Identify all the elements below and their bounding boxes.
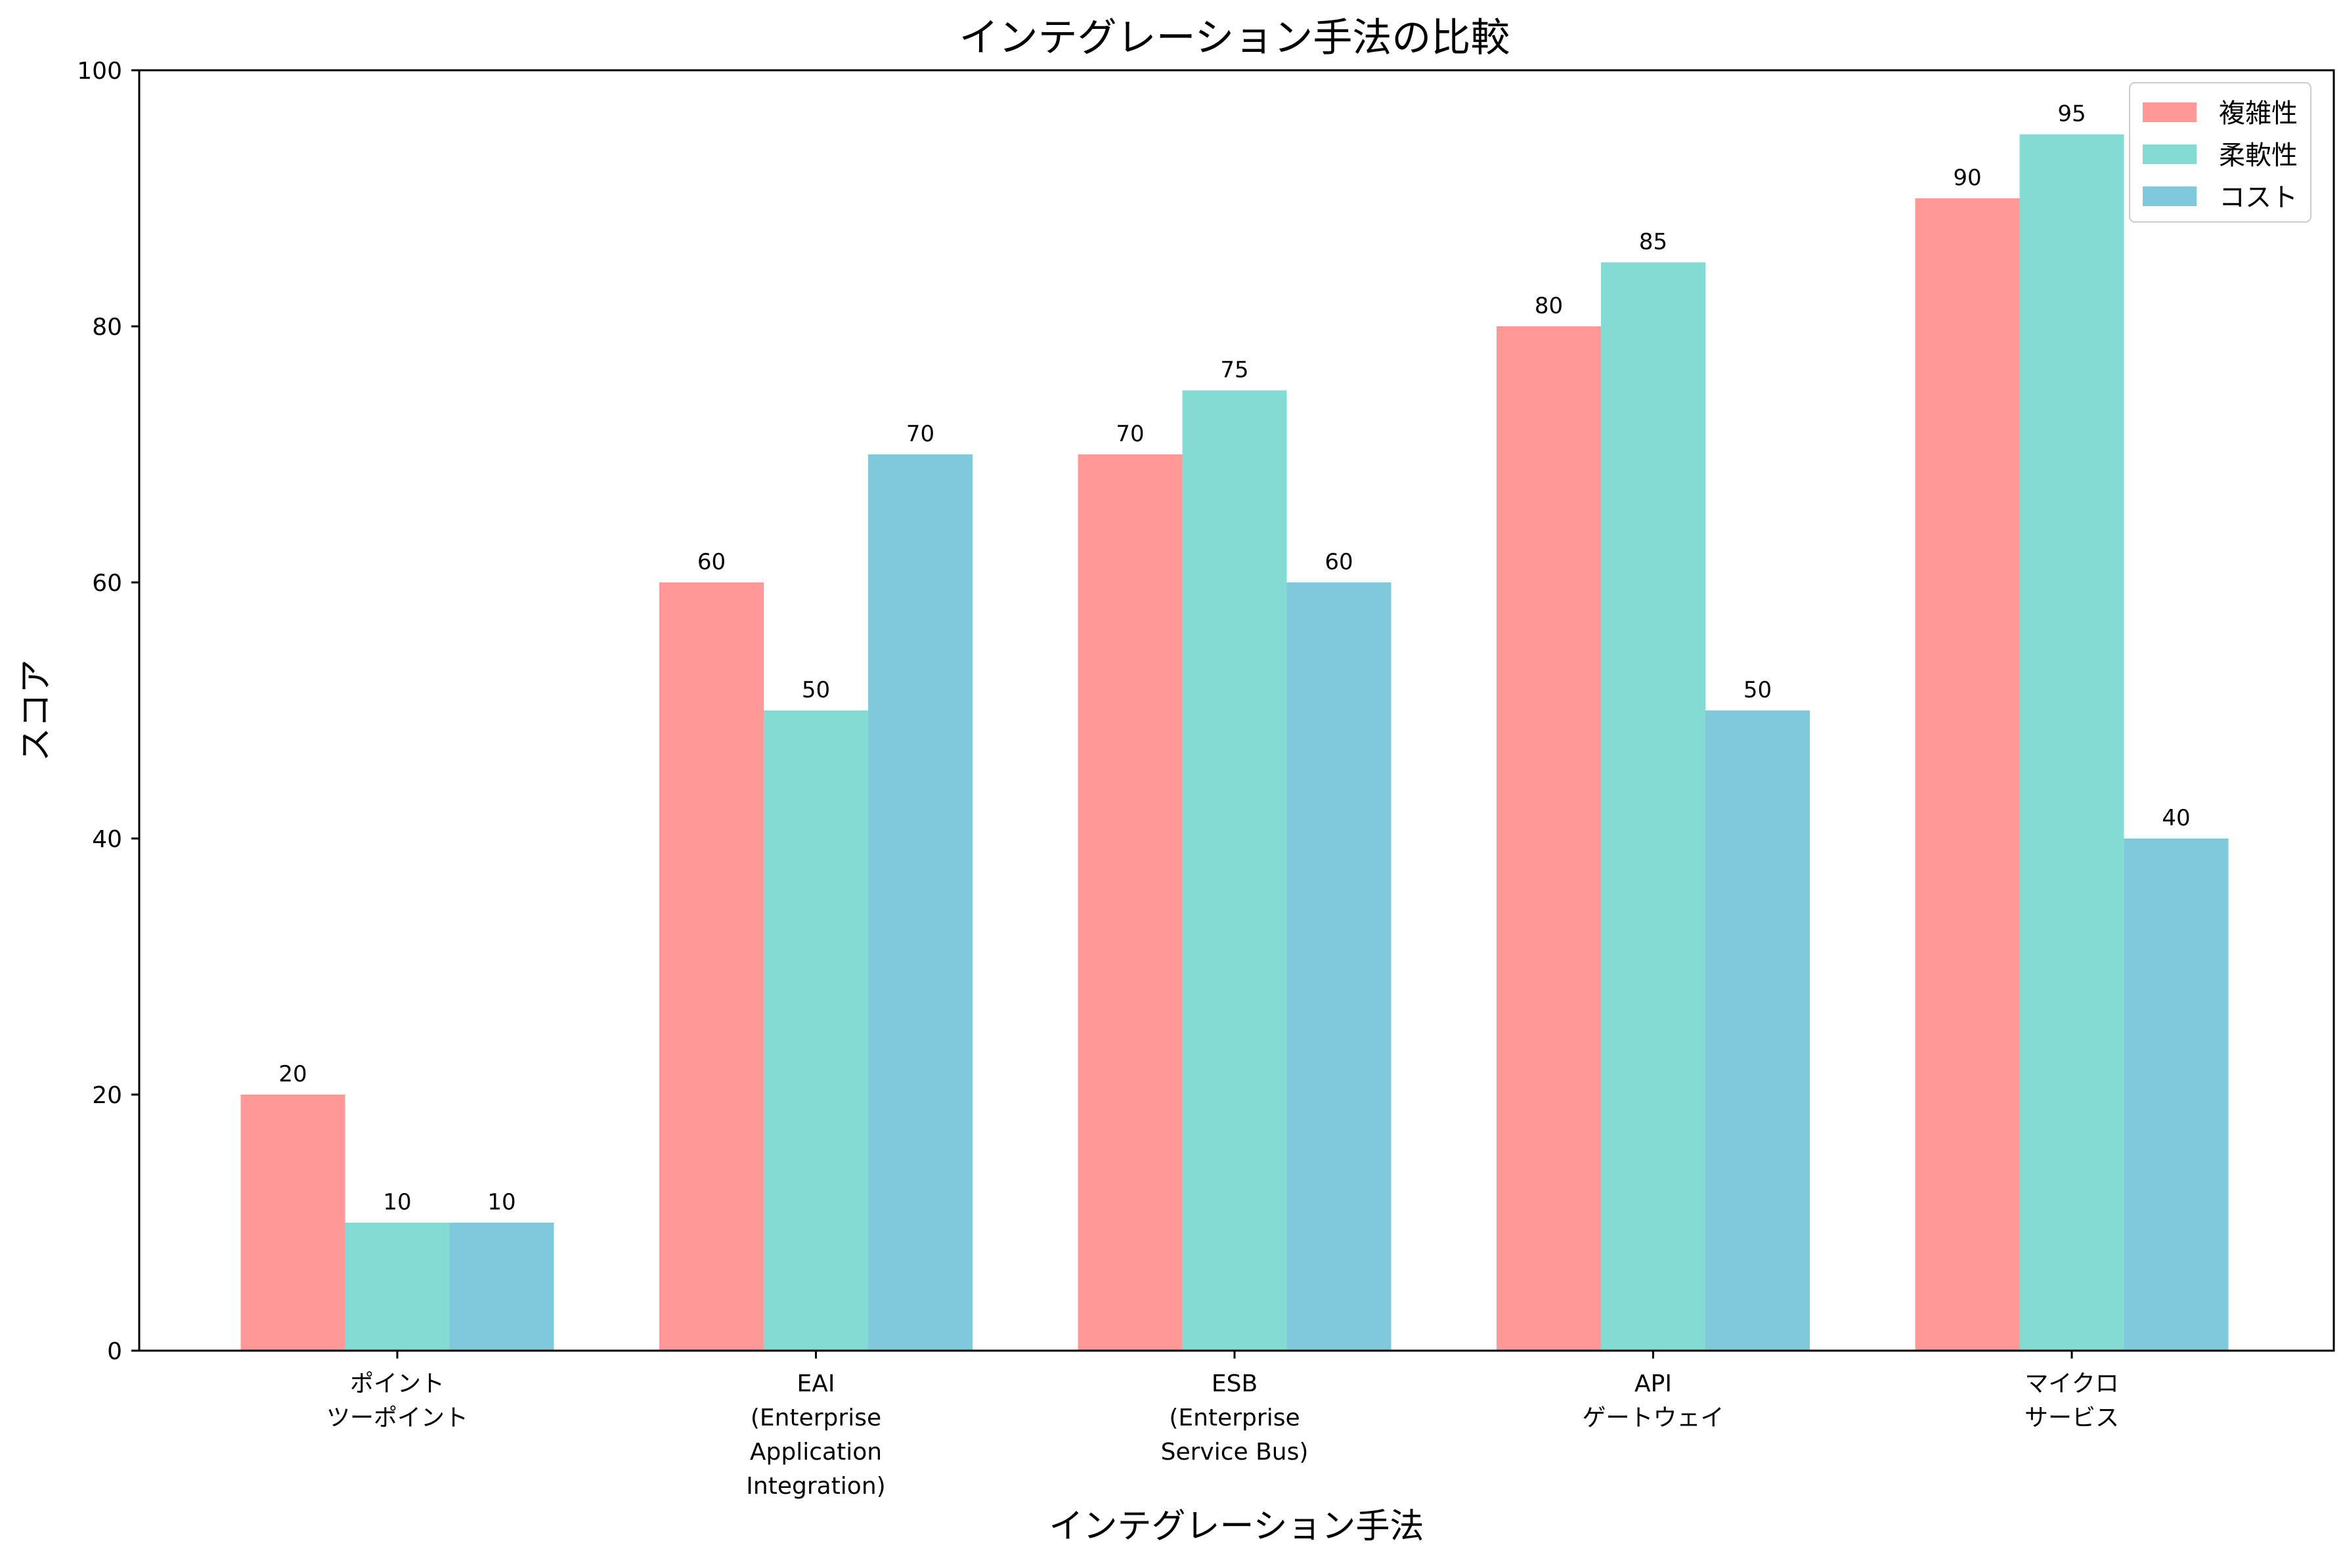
x-tick-label: ポイント — [350, 1370, 445, 1397]
legend-label: コスト — [2219, 183, 2298, 213]
data-labels-group: 20 10 10 60 50 70 70 75 60 80 85 50 90 95 40 — [278, 101, 2190, 1216]
x-axis-title: インテグレーション手法 — [1049, 1507, 1424, 1546]
data-label: 85 — [1639, 229, 1667, 255]
data-label: 20 — [278, 1061, 307, 1087]
bar — [659, 582, 764, 1351]
bar — [764, 710, 868, 1351]
y-tick-label: 80 — [92, 314, 122, 341]
x-tick-label: Service Bus) — [1161, 1439, 1309, 1466]
y-axis: 0 20 40 60 80 100 — [77, 58, 139, 1365]
legend-swatch — [2143, 186, 2197, 206]
bar — [240, 1095, 345, 1351]
data-label: 40 — [2162, 805, 2190, 831]
data-label: 70 — [1116, 421, 1144, 447]
x-tick-label: (Enterprise — [1169, 1405, 1300, 1431]
bar — [1497, 326, 1601, 1351]
bar — [868, 454, 973, 1351]
x-tick-label: サービス — [2025, 1405, 2119, 1431]
x-tick-label: Integration) — [746, 1473, 885, 1500]
y-tick-label: 40 — [92, 826, 122, 853]
x-tick-label: マイクロ — [2025, 1370, 2118, 1397]
bar — [449, 1223, 554, 1351]
bar — [1705, 710, 1810, 1351]
bar — [345, 1223, 450, 1351]
data-label: 50 — [802, 677, 830, 703]
bar — [1286, 582, 1391, 1351]
bar — [1601, 262, 1705, 1351]
data-label: 60 — [697, 549, 726, 575]
data-label: 95 — [2057, 101, 2086, 127]
y-tick-label: 100 — [77, 58, 122, 85]
legend-swatch — [2143, 102, 2197, 122]
data-label: 70 — [906, 421, 934, 447]
x-tick-label: ゲートウェイ — [1582, 1405, 1724, 1431]
x-tick-label: (Enterprise — [751, 1405, 881, 1431]
x-tick-label: EAI — [797, 1370, 835, 1397]
bar — [1915, 198, 2020, 1351]
chart-title: インテグレーション手法の比較 — [959, 15, 1510, 61]
data-label: 50 — [1743, 677, 1772, 703]
data-label: 75 — [1220, 357, 1248, 383]
data-label: 10 — [487, 1189, 515, 1215]
legend-label: 複雑性 — [2219, 98, 2298, 129]
data-label: 90 — [1953, 165, 1981, 191]
y-axis-title: スコア — [16, 659, 56, 762]
x-tick-label: API — [1634, 1370, 1672, 1397]
data-label: 80 — [1535, 293, 1563, 319]
x-tick-label: Application — [750, 1439, 882, 1466]
bar — [2124, 838, 2229, 1351]
y-tick-label: 60 — [92, 570, 122, 597]
legend-swatch — [2143, 144, 2197, 164]
data-label: 60 — [1325, 549, 1353, 575]
x-tick-label: ESB — [1212, 1370, 1258, 1397]
bar — [2019, 134, 2124, 1351]
bar — [1182, 390, 1287, 1351]
legend-label: 柔軟性 — [2219, 141, 2298, 171]
x-tick-label: ツーポイント — [326, 1405, 468, 1431]
bar — [1078, 454, 1183, 1351]
data-label: 10 — [383, 1189, 411, 1215]
bars-group — [240, 134, 2229, 1351]
y-tick-label: 20 — [92, 1082, 122, 1109]
y-tick-label: 0 — [107, 1338, 122, 1365]
plot-frame — [138, 69, 2335, 1352]
